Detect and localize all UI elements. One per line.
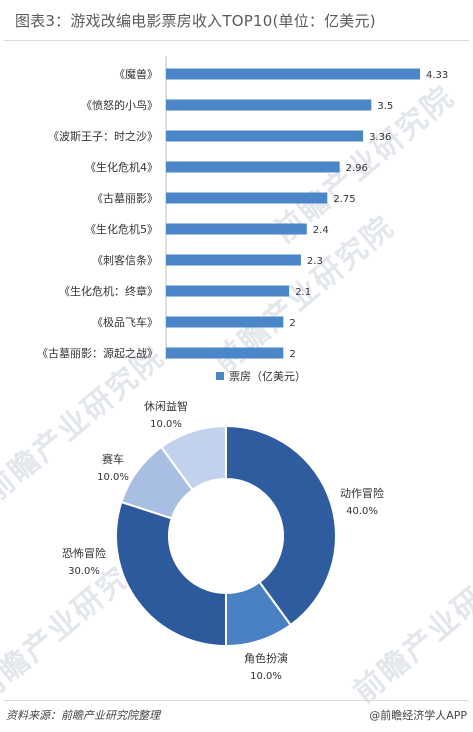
source-note: 资料来源：前瞻产业研究院整理 (6, 709, 160, 722)
slice-percent: 30.0% (68, 566, 100, 577)
category-label: 《极品飞车》 (92, 315, 158, 329)
slice-percent: 10.0% (150, 419, 182, 430)
slice-label: 动作冒险 (340, 486, 384, 500)
bar-chart: 《魔兽》 4.33 《愤怒的小鸟》 3.5 《波斯王子：时之沙》 3.36 《生化危机4》 2… (37, 56, 448, 383)
footer-divider (4, 700, 469, 701)
value-label: 2 (289, 318, 295, 329)
category-label: 《古墓丽影：源起之战》 (37, 346, 158, 360)
category-label: 《魔兽》 (114, 67, 158, 81)
legend-label: 票房（亿美元） (229, 370, 306, 383)
bar (166, 161, 340, 173)
bar (166, 223, 307, 235)
bar (166, 130, 364, 142)
value-label: 4.33 (426, 70, 448, 81)
slice-percent: 10.0% (250, 671, 282, 682)
value-label: 2.4 (313, 225, 329, 236)
value-label: 2.1 (295, 287, 311, 298)
brand-credit: @前瞻经济学人APP (369, 709, 467, 722)
category-label: 《生化危机：终章》 (59, 284, 158, 298)
slice-label: 恐怖冒险 (62, 546, 106, 560)
category-label: 《刺客信条》 (92, 253, 158, 267)
category-label: 《生化危机4》 (85, 160, 158, 174)
slice-label: 角色扮演 (244, 651, 288, 665)
bar (166, 192, 328, 204)
slice-percent: 40.0% (346, 506, 378, 517)
legend-swatch (216, 372, 224, 380)
bar (166, 285, 290, 297)
value-label: 3.36 (369, 132, 391, 143)
bar (166, 99, 372, 111)
bar (166, 68, 421, 80)
title-divider (4, 40, 469, 41)
donut-slice (225, 424, 337, 627)
category-label: 《愤怒的小鸟》 (81, 98, 158, 112)
category-label: 《古墓丽影》 (92, 192, 158, 205)
value-label: 2.75 (333, 194, 355, 205)
bar (166, 254, 301, 266)
bar (166, 316, 284, 328)
value-label: 2.3 (307, 256, 323, 267)
chart-title: 图表3：游戏改编电影票房收入TOP10(单位：亿美元) (15, 12, 376, 30)
donut-slice (159, 424, 227, 492)
category-label: 《波斯王子：时之沙》 (48, 129, 158, 143)
donut-chart: 动作冒险 40.0% 角色扮演 10.0% 恐怖冒险 30.0% 赛车 10.0% 休闲益智 10… (62, 399, 384, 682)
slice-label: 休闲益智 (144, 399, 188, 413)
slice-percent: 10.0% (97, 472, 129, 483)
value-label: 2.96 (346, 163, 368, 174)
value-label: 2 (289, 349, 295, 360)
donut-slice (115, 500, 227, 648)
value-label: 3.5 (377, 101, 393, 112)
slice-label: 赛车 (102, 452, 124, 466)
bar (166, 347, 284, 359)
category-label: 《生化危机5》 (85, 222, 158, 236)
